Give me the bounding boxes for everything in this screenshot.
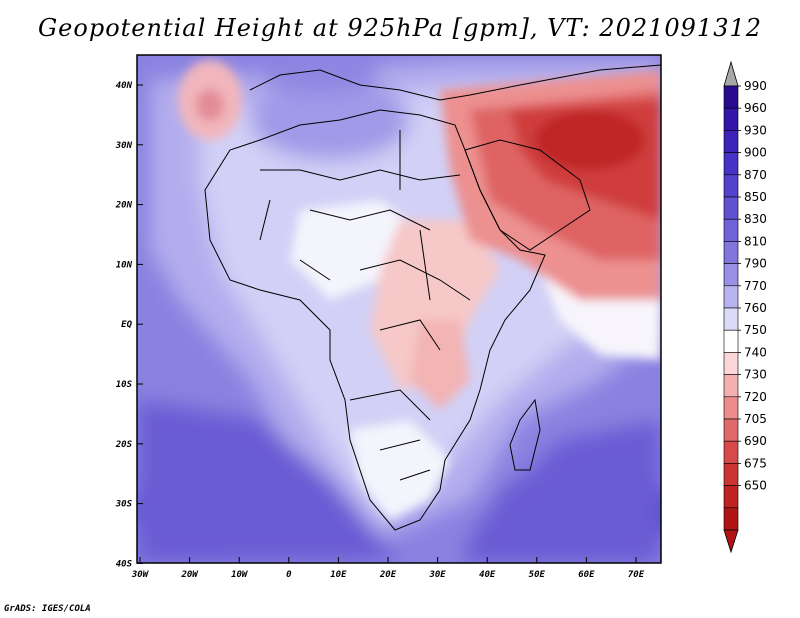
colorbar-swatch xyxy=(723,174,739,198)
lon-tick-label: 0 xyxy=(286,570,292,580)
lat-tick-label: 10N xyxy=(116,260,133,270)
colorbar-swatch xyxy=(723,241,739,264)
lat-tick-label: EQ xyxy=(121,320,132,330)
grads-credit: GrADS: IGES/COLA xyxy=(4,604,91,614)
lon-tick-label: 70E xyxy=(628,570,645,580)
lon-tick-label: 40E xyxy=(479,570,496,580)
field-shading xyxy=(137,55,661,563)
colorbar-level-label: 770 xyxy=(744,279,767,293)
colorbar-level-label: 870 xyxy=(744,168,767,182)
colorbar-swatch xyxy=(723,440,739,464)
field-white-south xyxy=(350,420,450,520)
colorbar-swatch xyxy=(723,130,739,153)
colorbar-level-label: 790 xyxy=(744,257,767,271)
lon-tick-label: 60E xyxy=(578,570,595,580)
colorbar-level-label: 830 xyxy=(744,212,767,226)
lat-tick-label: 10S xyxy=(116,380,133,390)
colorbar-swatch xyxy=(723,374,739,398)
colorbar-swatch xyxy=(723,85,739,109)
colorbar-swatch xyxy=(723,507,739,531)
lat-tick-label: 30S xyxy=(115,500,133,510)
colorbar-swatch xyxy=(723,107,739,131)
lat-tick-label: 40N xyxy=(116,81,133,91)
colorbar-swatch xyxy=(723,329,739,353)
colorbar-swatch xyxy=(723,285,739,309)
colorbar-swatch xyxy=(723,307,739,331)
lat-tick-label: 20S xyxy=(115,440,133,450)
colorbar-level-label: 810 xyxy=(744,234,767,248)
colorbar-under-triangle xyxy=(723,529,739,554)
lon-tick-label: 20W xyxy=(180,570,199,580)
lon-axis: 30W 20W 10W 0 10E 20E 30E 40E 50E 60E 70E xyxy=(131,557,645,580)
colorbar-level-label: 730 xyxy=(744,368,767,382)
lon-tick-label: 20E xyxy=(379,570,397,580)
colorbar-swatch xyxy=(723,485,739,509)
colorbar-level-label: 960 xyxy=(744,101,767,115)
colorbar-swatch xyxy=(723,463,739,486)
colorbar-level-label: 705 xyxy=(744,412,767,426)
field-red-core xyxy=(535,110,645,170)
lat-tick-label: 40S xyxy=(116,559,133,569)
lon-tick-label: 10E xyxy=(330,570,347,580)
colorbar-level-label: 750 xyxy=(744,323,767,337)
internal-borders xyxy=(259,130,471,481)
colorbar-level-label: 675 xyxy=(744,456,767,470)
map-lines xyxy=(204,64,661,531)
colorbar-level-label: 690 xyxy=(744,434,767,448)
plot-frame xyxy=(136,54,662,564)
colorbar-level-label: 930 xyxy=(744,123,767,137)
field-ocean-south xyxy=(137,400,400,563)
colorbar-swatch xyxy=(723,352,739,375)
colorbar-swatch xyxy=(723,396,739,420)
lon-tick-label: 10W xyxy=(231,570,249,580)
lat-tick-label: 20N xyxy=(115,201,133,211)
lon-tick-label: 30E xyxy=(428,570,446,580)
colorbar-level-label: 990 xyxy=(744,79,767,93)
colorbar-over-triangle xyxy=(723,60,739,87)
colorbar-swatch xyxy=(723,263,739,287)
madagascar-coastline xyxy=(509,398,541,471)
arabia-coastline xyxy=(464,139,591,251)
colorbar-swatch xyxy=(723,218,739,242)
africa-coastline xyxy=(204,109,546,531)
field-europe-blue xyxy=(260,57,380,93)
map-title: Geopotential Height at 925hPa [gpm], VT:… xyxy=(38,14,762,42)
europe-coastline xyxy=(249,64,661,101)
field-pink-eastafrica xyxy=(370,220,500,390)
field-pink-central xyxy=(410,320,470,410)
field-sahara-blue xyxy=(250,80,410,160)
colorbar-level-label: 650 xyxy=(744,479,767,493)
colorbar-level-label: 720 xyxy=(744,390,767,404)
field-atlantic-core xyxy=(196,89,224,121)
lat-axis: 40N 30N 20N 10N EQ 10S 20S 30S 40S xyxy=(115,81,143,569)
lat-tick-label: 30N xyxy=(115,141,133,151)
colorbar-swatch xyxy=(723,196,739,220)
colorbar-level-label: 900 xyxy=(744,146,767,160)
colorbar-swatch xyxy=(723,152,739,176)
lon-tick-label: 30W xyxy=(131,570,150,580)
lon-tick-label: 50E xyxy=(529,570,546,580)
field-ocean-southeast xyxy=(460,420,661,563)
colorbar: 990 960 930 900 870 850 830 810 790 770 760 750 740 7… xyxy=(723,60,767,554)
colorbar-level-label: 760 xyxy=(744,301,767,315)
colorbar-level-label: 740 xyxy=(744,345,767,359)
colorbar-level-label: 850 xyxy=(744,190,767,204)
colorbar-swatch xyxy=(723,418,739,442)
